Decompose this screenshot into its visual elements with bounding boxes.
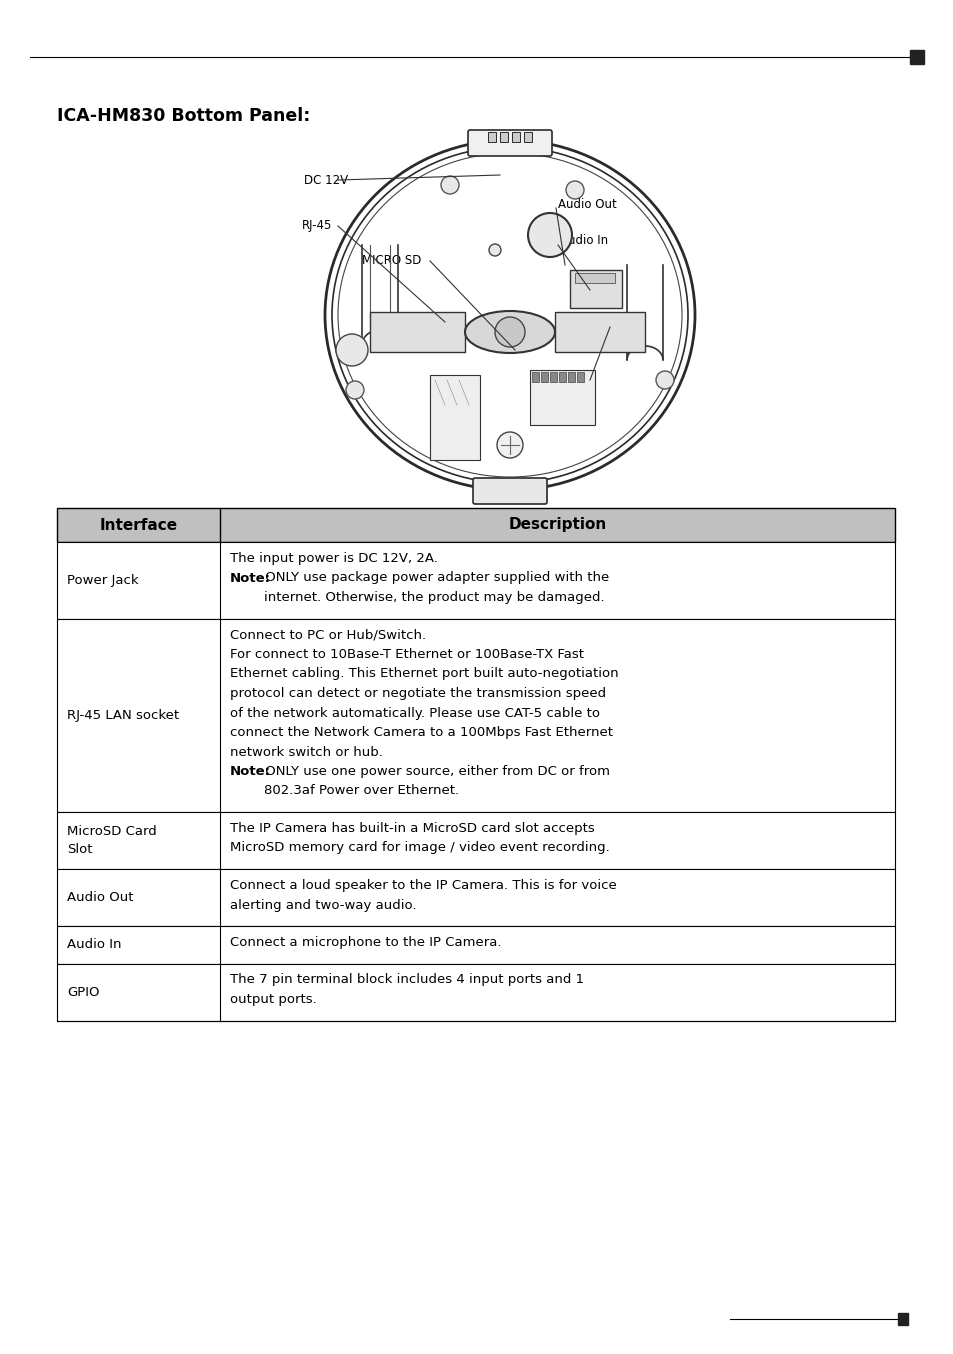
Circle shape [335, 334, 368, 366]
Bar [57, 812, 894, 869]
Circle shape [497, 432, 522, 458]
Text: 5: 5 [900, 1312, 909, 1326]
Text: of the network automatically. Please use CAT-5 cable to: of the network automatically. Please use… [230, 707, 599, 719]
Circle shape [527, 213, 572, 257]
Text: GPIO: GPIO [67, 986, 99, 998]
Text: The 7 pin terminal block includes 4 input ports and 1: The 7 pin terminal block includes 4 inpu… [230, 974, 583, 987]
Text: Connect to PC or Hub/Switch.: Connect to PC or Hub/Switch. [230, 628, 426, 642]
Bar [532, 372, 538, 382]
Bar [370, 311, 464, 352]
Text: Audio In: Audio In [559, 234, 607, 248]
Bar [540, 372, 547, 382]
Text: 802.3af Power over Ethernet.: 802.3af Power over Ethernet. [230, 784, 458, 798]
Circle shape [495, 317, 524, 347]
Bar [530, 370, 595, 425]
Circle shape [565, 181, 583, 199]
Text: ONLY use package power adapter supplied with the: ONLY use package power adapter supplied … [261, 571, 609, 585]
Bar [57, 926, 894, 964]
Text: DC 12V: DC 12V [304, 173, 348, 187]
Text: connect the Network Camera to a 100Mbps Fast Ethernet: connect the Network Camera to a 100Mbps … [230, 726, 613, 739]
Circle shape [489, 244, 500, 256]
Bar [897, 1313, 907, 1326]
Text: For connect to 10Base-T Ethernet or 100Base-TX Fast: For connect to 10Base-T Ethernet or 100B… [230, 649, 583, 661]
Bar [57, 869, 894, 926]
Circle shape [346, 380, 364, 399]
Bar [512, 131, 519, 142]
Bar [57, 542, 894, 619]
Text: internet. Otherwise, the product may be damaged.: internet. Otherwise, the product may be … [230, 590, 604, 604]
Bar [575, 274, 615, 283]
FancyBboxPatch shape [468, 130, 552, 156]
Text: Note:: Note: [230, 765, 271, 779]
Text: Power Jack: Power Jack [67, 574, 138, 586]
Text: The IP Camera has built-in a MicroSD card slot accepts: The IP Camera has built-in a MicroSD car… [230, 822, 594, 835]
Text: alerting and two-way audio.: alerting and two-way audio. [230, 899, 416, 911]
Bar [523, 131, 532, 142]
Text: The input power is DC 12V, 2A.: The input power is DC 12V, 2A. [230, 552, 437, 565]
Text: MicroSD memory card for image / video event recording.: MicroSD memory card for image / video ev… [230, 841, 609, 854]
Bar [558, 372, 565, 382]
Text: output ports.: output ports. [230, 992, 316, 1006]
Text: GPIO: GPIO [612, 317, 640, 329]
Text: Connect a loud speaker to the IP Camera. This is for voice: Connect a loud speaker to the IP Camera.… [230, 879, 616, 892]
Text: MicroSD Card
Slot: MicroSD Card Slot [67, 825, 156, 856]
Text: ICA-HM830 Bottom Panel:: ICA-HM830 Bottom Panel: [57, 107, 310, 125]
Text: Description: Description [508, 517, 606, 532]
Circle shape [656, 371, 673, 389]
Text: Audio Out: Audio Out [558, 198, 616, 210]
Bar [430, 375, 479, 460]
Text: Audio In: Audio In [67, 938, 121, 952]
Circle shape [440, 176, 458, 194]
Bar [577, 372, 583, 382]
Bar [57, 964, 894, 1021]
Bar [488, 131, 496, 142]
Text: protocol can detect or negotiate the transmission speed: protocol can detect or negotiate the tra… [230, 686, 605, 700]
Text: ONLY use one power source, either from DC or from: ONLY use one power source, either from D… [261, 765, 609, 779]
Bar [499, 131, 507, 142]
Bar [550, 372, 557, 382]
FancyBboxPatch shape [473, 478, 546, 504]
Bar [909, 50, 923, 64]
Ellipse shape [464, 311, 555, 353]
Text: network switch or hub.: network switch or hub. [230, 746, 382, 758]
Text: Ethernet cabling. This Ethernet port built auto-negotiation: Ethernet cabling. This Ethernet port bui… [230, 668, 618, 681]
Text: RJ-45: RJ-45 [302, 219, 332, 233]
Text: Interface: Interface [99, 517, 177, 532]
Bar [57, 619, 894, 812]
Bar [567, 372, 575, 382]
Bar [57, 508, 894, 542]
Text: Note:: Note: [230, 571, 271, 585]
Text: Audio Out: Audio Out [67, 891, 133, 904]
Bar [569, 269, 621, 307]
Text: Connect a microphone to the IP Camera.: Connect a microphone to the IP Camera. [230, 936, 501, 949]
Text: MICRO SD: MICRO SD [361, 255, 421, 268]
Bar [555, 311, 644, 352]
Text: RJ-45 LAN socket: RJ-45 LAN socket [67, 708, 179, 722]
